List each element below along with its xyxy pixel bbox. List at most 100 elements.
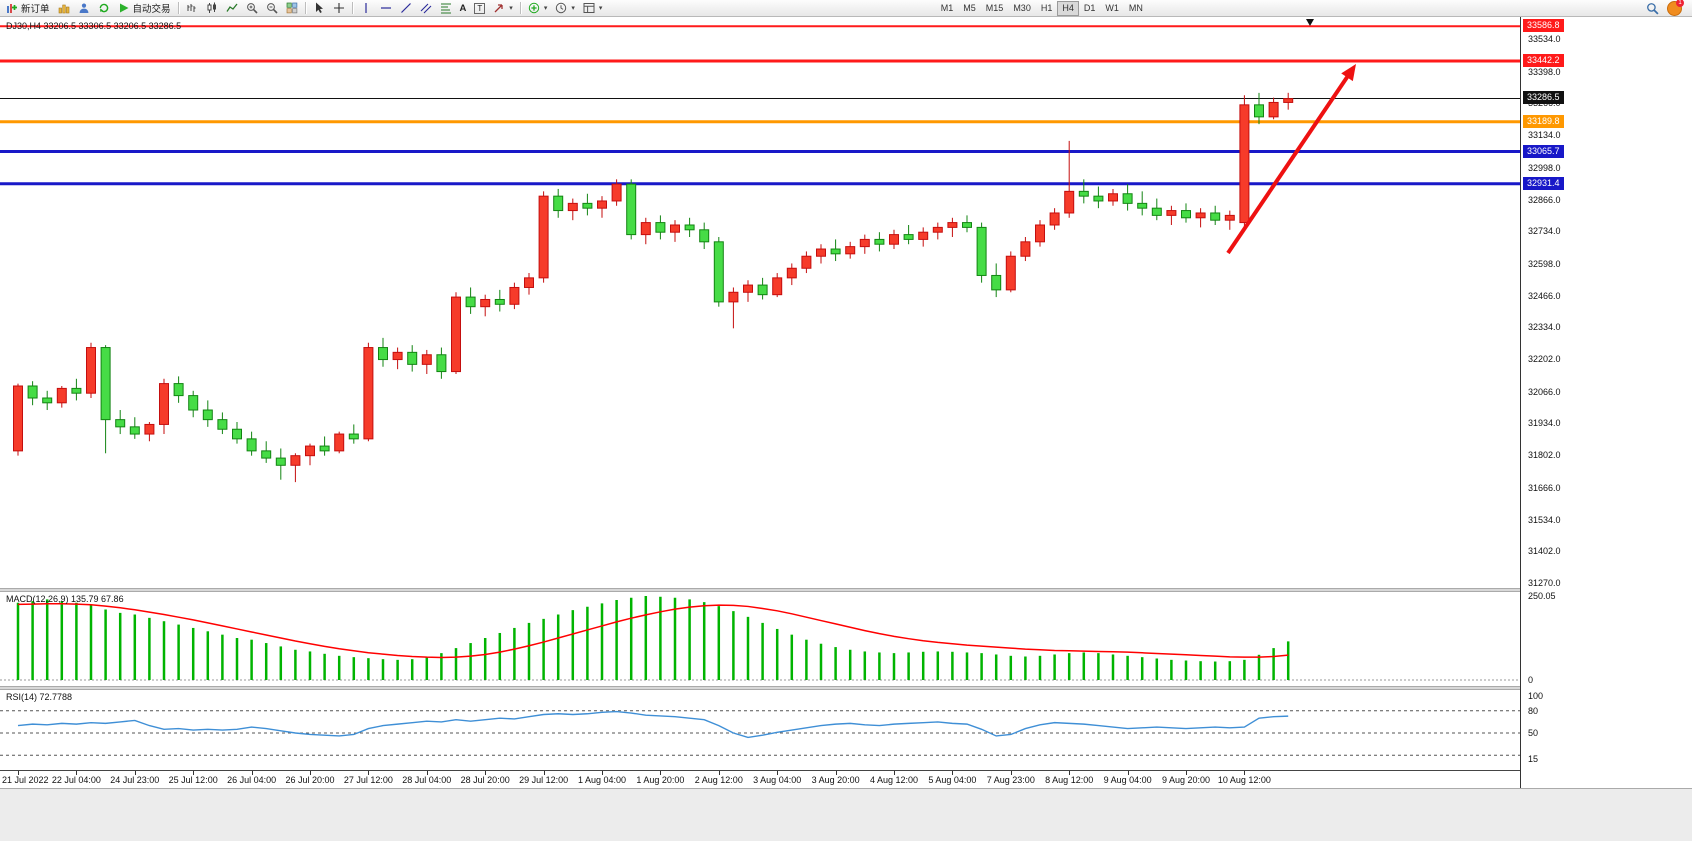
rsi-scale-label: 100 bbox=[1528, 691, 1544, 701]
time-axis-tick bbox=[952, 771, 954, 775]
zoom-out-button[interactable] bbox=[262, 1, 282, 16]
text-tool-button[interactable]: A bbox=[456, 1, 471, 16]
macd-panel[interactable]: MACD(12,26,9) 135.79 67.86 bbox=[0, 592, 1520, 687]
label-tool-button[interactable]: T bbox=[470, 1, 489, 16]
time-axis-label: 5 Aug 04:00 bbox=[928, 775, 977, 785]
tile-windows-button[interactable] bbox=[282, 1, 302, 16]
clock-icon bbox=[555, 2, 567, 14]
timeframe-m30-button[interactable]: M30 bbox=[1008, 1, 1036, 16]
symbol-ohlc-label: DJ30,H4 33206.5 33306.5 33206.5 33286.5 bbox=[6, 21, 182, 31]
axis-price-label: 33534.0 bbox=[1528, 34, 1561, 44]
price-axis[interactable]: 33534.033398.033266.033134.032998.032866… bbox=[1520, 17, 1692, 788]
rsi-plot[interactable] bbox=[0, 690, 1520, 770]
template-icon bbox=[583, 2, 595, 14]
chevron-down-icon: ▾ bbox=[509, 5, 513, 12]
refresh-button[interactable] bbox=[94, 1, 114, 16]
new-order-button[interactable]: 新订单 bbox=[2, 1, 54, 16]
cursor-icon bbox=[313, 2, 325, 14]
shapes-tool-button[interactable]: ▾ bbox=[489, 1, 517, 16]
time-axis-label: 8 Aug 12:00 bbox=[1045, 775, 1094, 785]
time-axis-tick bbox=[485, 771, 487, 775]
time-axis-tick bbox=[718, 771, 720, 775]
account-icon: 1 bbox=[1667, 0, 1684, 16]
axis-price-label: 32998.0 bbox=[1528, 162, 1561, 173]
time-axis-label: 1 Aug 20:00 bbox=[636, 775, 685, 785]
axis-price-label: 31934.0 bbox=[1528, 418, 1561, 429]
axis-price-label: 32598.0 bbox=[1528, 258, 1561, 269]
period-button[interactable]: ▾ bbox=[551, 1, 579, 16]
time-axis-tick bbox=[1127, 771, 1129, 775]
axis-price-label: 31802.0 bbox=[1528, 450, 1561, 461]
macd-plot[interactable] bbox=[0, 592, 1520, 686]
time-axis-label: 3 Aug 04:00 bbox=[753, 775, 802, 785]
channel-icon bbox=[420, 2, 432, 14]
cursor-button[interactable] bbox=[309, 1, 329, 16]
time-axis-label: 26 Jul 20:00 bbox=[285, 775, 335, 785]
time-axis-label: 2 Aug 12:00 bbox=[694, 775, 743, 785]
time-axis-label: 21 Jul 2022 bbox=[2, 775, 49, 785]
rsi-scale-label: 50 bbox=[1528, 728, 1539, 738]
horizontal-line-tool-button[interactable] bbox=[376, 1, 396, 16]
timeframe-m15-button[interactable]: M15 bbox=[981, 1, 1009, 16]
zoom-in-button[interactable] bbox=[242, 1, 262, 16]
time-axis-label: 28 Jul 20:00 bbox=[460, 775, 510, 785]
rsi-panel[interactable]: RSI(14) 72.7788 bbox=[0, 690, 1520, 771]
time-axis-tick bbox=[426, 771, 428, 775]
toolbar-separator bbox=[519, 2, 521, 14]
template-button[interactable]: ▾ bbox=[579, 1, 607, 16]
macd-scale-min: 0 bbox=[1528, 675, 1534, 685]
candlestick-chart-button[interactable] bbox=[202, 1, 222, 16]
timeframe-mn-button[interactable]: MN bbox=[1124, 1, 1148, 16]
time-axis-label: 9 Aug 20:00 bbox=[1161, 775, 1211, 785]
zoom-out-icon bbox=[266, 2, 278, 14]
axis-price-label: 32066.0 bbox=[1528, 386, 1561, 397]
timeframe-h4-button[interactable]: H4 bbox=[1057, 0, 1079, 16]
auto-trading-button[interactable]: 自动交易 bbox=[114, 1, 175, 16]
play-icon bbox=[118, 2, 130, 14]
axis-price-label: 33134.0 bbox=[1528, 130, 1561, 141]
time-axis-tick bbox=[368, 771, 370, 775]
refresh-icon bbox=[98, 2, 110, 14]
candlestick-chart-icon bbox=[206, 2, 218, 14]
trendline-tool-button[interactable] bbox=[396, 1, 416, 16]
time-axis-tick bbox=[777, 771, 779, 775]
macd-scale-max: 250.05 bbox=[1528, 591, 1556, 601]
fibonacci-tool-button[interactable] bbox=[436, 1, 456, 16]
market-watch-button[interactable] bbox=[74, 1, 94, 16]
toolbar-separator bbox=[351, 2, 353, 14]
chevron-down-icon: ▾ bbox=[571, 5, 575, 12]
time-axis-label: 3 Aug 20:00 bbox=[811, 775, 860, 785]
timeframe-d1-button[interactable]: D1 bbox=[1079, 1, 1101, 16]
tile-windows-icon bbox=[286, 2, 298, 14]
price-chart-panel[interactable]: DJ30,H4 33206.5 33306.5 33206.5 33286.5 bbox=[0, 17, 1520, 589]
axis-price-label: 31534.0 bbox=[1528, 514, 1561, 525]
rsi-label: RSI(14) 72.7788 bbox=[6, 692, 73, 702]
search-button[interactable] bbox=[1642, 1, 1663, 16]
charts-button[interactable] bbox=[54, 1, 74, 16]
bar-chart-button[interactable] bbox=[182, 1, 202, 16]
timeframe-h1-button[interactable]: H1 bbox=[1036, 1, 1058, 16]
channel-tool-button[interactable] bbox=[416, 1, 436, 16]
timeframe-m1-button[interactable]: M1 bbox=[936, 1, 959, 16]
timeframe-w1-button[interactable]: W1 bbox=[1100, 1, 1124, 16]
price-level-badge: 32931.4 bbox=[1523, 176, 1564, 190]
time-axis[interactable]: 21 Jul 2022 22 Jul 04:00 24 Jul 23:00 25 Ju… bbox=[0, 770, 1520, 788]
candlestick-plot[interactable] bbox=[0, 17, 1520, 588]
time-axis-tick bbox=[602, 771, 603, 775]
time-axis-tick bbox=[894, 771, 895, 775]
axis-price-label: 32202.0 bbox=[1528, 354, 1561, 365]
line-chart-button[interactable] bbox=[222, 1, 242, 16]
panel-splitter[interactable] bbox=[0, 686, 1692, 690]
account-button[interactable]: 1 bbox=[1663, 0, 1686, 16]
panel-splitter[interactable] bbox=[0, 588, 1692, 592]
timeframe-m5-button[interactable]: M5 bbox=[958, 1, 981, 16]
crosshair-button[interactable] bbox=[329, 1, 349, 16]
vertical-line-tool-button[interactable] bbox=[356, 1, 376, 16]
time-axis-tick bbox=[193, 771, 195, 775]
axis-price-label: 31270.0 bbox=[1528, 578, 1561, 589]
price-level-badge: 33065.7 bbox=[1523, 144, 1564, 158]
add-indicator-button[interactable]: ▾ bbox=[524, 1, 552, 16]
window-bottom-area bbox=[0, 788, 1692, 841]
price-level-badge: 33286.5 bbox=[1523, 91, 1564, 105]
